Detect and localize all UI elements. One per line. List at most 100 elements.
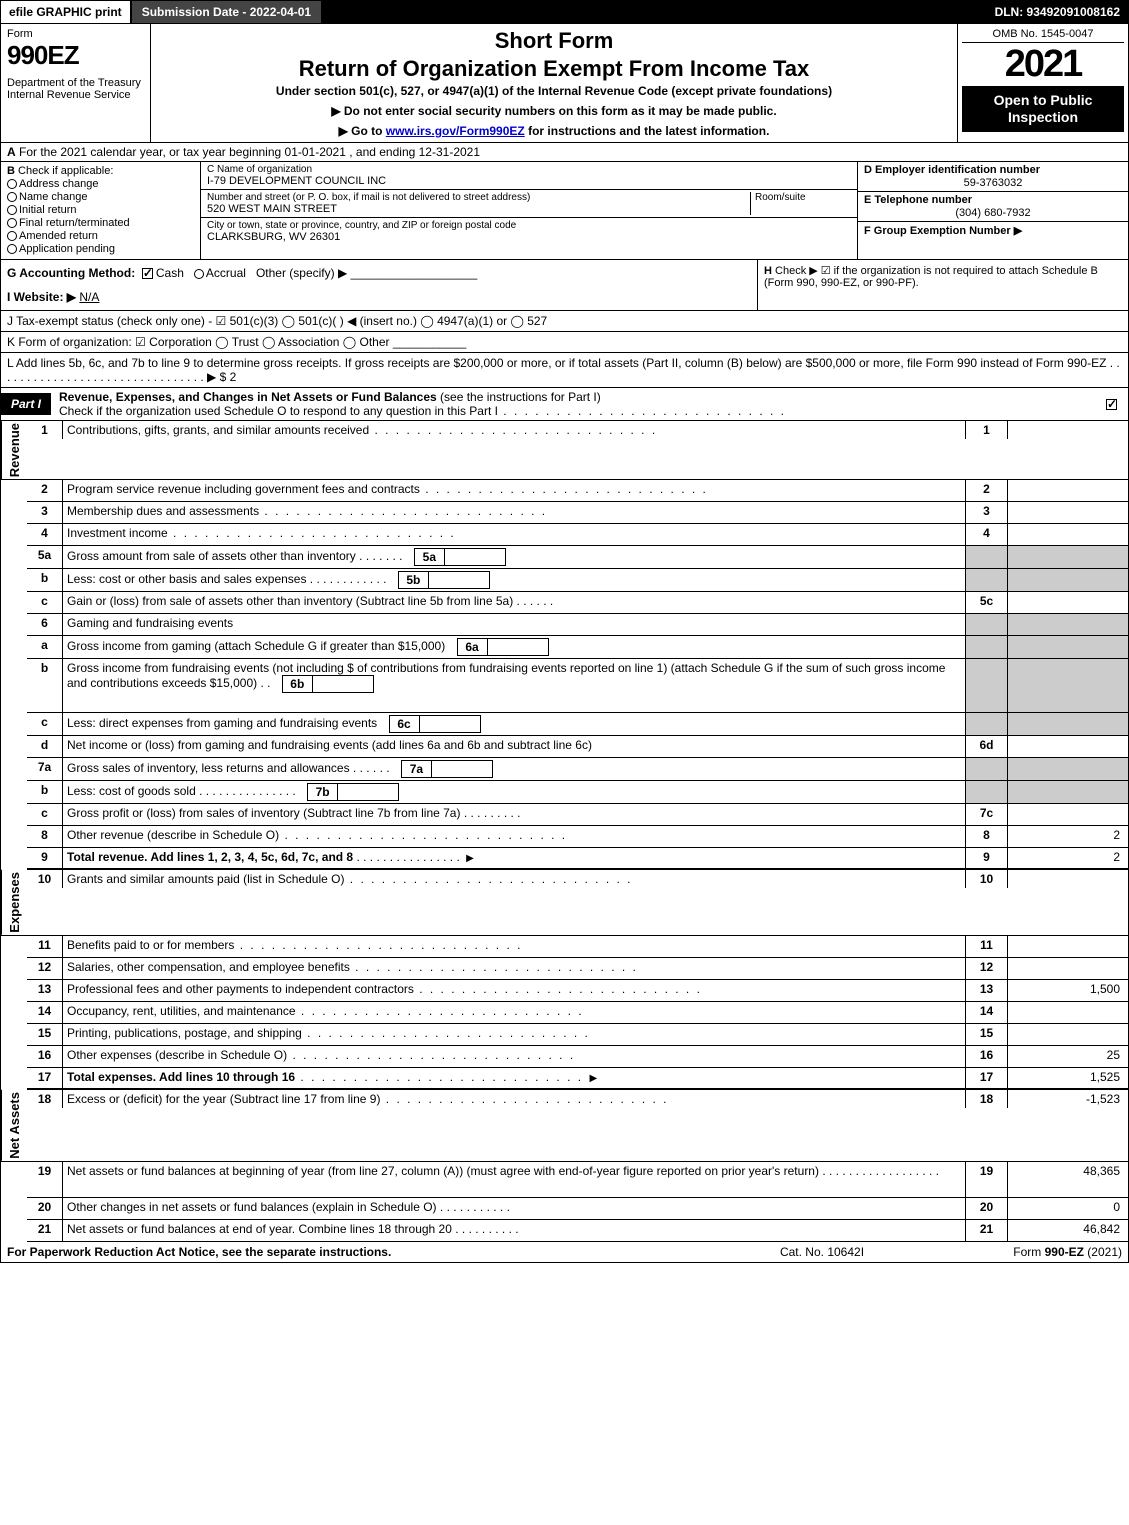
short-form-label: Short Form xyxy=(159,28,949,54)
line-20-desc: Other changes in net assets or fund bala… xyxy=(67,1200,437,1214)
line-3: 3Membership dues and assessments 3 xyxy=(27,502,1128,524)
line-6c-inner: 6c xyxy=(390,716,420,732)
col-c: C Name of organization I-79 DEVELOPMENT … xyxy=(201,162,858,260)
line-18-box: 18 xyxy=(966,1090,1008,1108)
g-cash: Cash xyxy=(156,266,184,280)
irs-link[interactable]: www.irs.gov/Form990EZ xyxy=(386,124,525,138)
row-gh: G Accounting Method: Cash Accrual Other … xyxy=(0,260,1129,311)
line-3-desc: Membership dues and assessments xyxy=(67,504,259,518)
line-16-box: 16 xyxy=(966,1046,1008,1067)
line-7c-amt xyxy=(1008,804,1128,825)
part1-note: (see the instructions for Part I) xyxy=(437,390,601,404)
line-2-amt xyxy=(1008,480,1128,501)
line-13-box: 13 xyxy=(966,980,1008,1001)
d-ein-label: D Employer identification number xyxy=(864,164,1040,176)
line-6d-box: 6d xyxy=(966,736,1008,757)
i-website-label: I Website: ▶ xyxy=(7,290,76,304)
tax-year: 2021 xyxy=(962,43,1124,86)
line-2-desc: Program service revenue including govern… xyxy=(67,482,420,496)
line-1-desc: Contributions, gifts, grants, and simila… xyxy=(67,423,369,437)
line-7c: cGross profit or (loss) from sales of in… xyxy=(27,804,1128,826)
chk-application-pending[interactable] xyxy=(7,244,17,254)
org-name: I-79 DEVELOPMENT COUNCIL INC xyxy=(207,175,851,187)
phone-value: (304) 680-7932 xyxy=(864,206,1122,219)
chk-cash[interactable] xyxy=(142,268,153,279)
line-13-desc: Professional fees and other payments to … xyxy=(67,982,414,996)
header-mid: Short Form Return of Organization Exempt… xyxy=(151,24,958,142)
line-16: 16 Other expenses (describe in Schedule O… xyxy=(27,1046,1128,1068)
line-7b-inner: 7b xyxy=(308,784,338,800)
line-11-amt xyxy=(1008,936,1128,957)
side-net-assets: Net Assets xyxy=(1,1090,27,1161)
part1-header: Part I Revenue, Expenses, and Changes in… xyxy=(0,388,1129,421)
i-website-value: N/A xyxy=(79,290,99,304)
bullet-2-post: for instructions and the latest informat… xyxy=(525,124,770,138)
bullet-1: ▶ Do not enter social security numbers o… xyxy=(159,104,949,118)
line-9-amt: 2 xyxy=(1008,848,1128,868)
line-5b-inner: 5b xyxy=(399,572,429,588)
line-8-box: 8 xyxy=(966,826,1008,847)
part1-tag: Part I xyxy=(1,393,51,415)
e-phone-label: E Telephone number xyxy=(864,194,972,206)
line-10-desc: Grants and similar amounts paid (list in… xyxy=(67,872,344,886)
line-5a-desc: Gross amount from sale of assets other t… xyxy=(67,549,356,563)
top-bar: efile GRAPHIC print Submission Date - 20… xyxy=(0,0,1129,24)
line-13-amt: 1,500 xyxy=(1008,980,1128,1001)
line-19-desc: Net assets or fund balances at beginning… xyxy=(67,1164,819,1178)
chk-address-change-label: Address change xyxy=(19,178,99,190)
row-a-text: For the 2021 calendar year, or tax year … xyxy=(19,145,480,159)
chk-address-change[interactable] xyxy=(7,179,17,189)
efile-print[interactable]: efile GRAPHIC print xyxy=(1,1,132,23)
line-7a: 7aGross sales of inventory, less returns… xyxy=(27,758,1128,781)
chk-amended-return[interactable] xyxy=(7,231,17,241)
line-6c: cLess: direct expenses from gaming and f… xyxy=(27,713,1128,736)
line-1-amt xyxy=(1008,421,1128,439)
chk-initial-return[interactable] xyxy=(7,205,17,215)
line-20-amt: 0 xyxy=(1008,1198,1128,1219)
form-word: Form xyxy=(7,28,144,40)
chk-name-change-label: Name change xyxy=(19,191,88,203)
line-7a-desc: Gross sales of inventory, less returns a… xyxy=(67,761,350,775)
line-6: 6Gaming and fundraising events xyxy=(27,614,1128,636)
line-17-box: 17 xyxy=(966,1068,1008,1088)
chk-accrual[interactable] xyxy=(194,269,204,279)
dln: DLN: 93492091008162 xyxy=(987,1,1128,23)
line-19: 19Net assets or fund balances at beginni… xyxy=(27,1162,1128,1198)
submission-date: Submission Date - 2022-04-01 xyxy=(132,1,323,23)
line-6a-desc: Gross income from gaming (attach Schedul… xyxy=(67,639,445,653)
line-16-desc: Other expenses (describe in Schedule O) xyxy=(67,1048,287,1062)
footer-right: Form 990-EZ (2021) xyxy=(922,1245,1122,1259)
line-19-amt: 48,365 xyxy=(1008,1162,1128,1197)
line-1: Revenue 1 Contributions, gifts, grants, … xyxy=(1,421,1128,480)
line-12-desc: Salaries, other compensation, and employ… xyxy=(67,960,350,974)
footer-center: Cat. No. 10642I xyxy=(722,1245,922,1259)
line-11: 11Benefits paid to or for members 11 xyxy=(27,936,1128,958)
g-accrual: Accrual xyxy=(206,266,246,280)
chk-final-return[interactable] xyxy=(7,218,17,228)
form-number: 990EZ xyxy=(7,40,144,71)
part1-title: Revenue, Expenses, and Changes in Net As… xyxy=(59,390,437,404)
line-18: Net Assets 18Excess or (deficit) for the… xyxy=(1,1090,1128,1162)
part1-checkbox[interactable] xyxy=(1106,399,1117,410)
line-5c: cGain or (loss) from sale of assets othe… xyxy=(27,592,1128,614)
line-5a-inner: 5a xyxy=(415,549,445,565)
ein-value: 59-3763032 xyxy=(864,176,1122,189)
page-footer: For Paperwork Reduction Act Notice, see … xyxy=(0,1242,1129,1263)
c-city-label: City or town, state or province, country… xyxy=(207,220,851,231)
line-4: 4Investment income 4 xyxy=(27,524,1128,546)
header-right: OMB No. 1545-0047 2021 Open to Public In… xyxy=(958,24,1128,142)
line-6b: bGross income from fundraising events (n… xyxy=(27,659,1128,713)
line-14-box: 14 xyxy=(966,1002,1008,1023)
side-revenue: Revenue xyxy=(1,421,27,479)
line-6c-desc: Less: direct expenses from gaming and fu… xyxy=(67,716,377,730)
room-suite-label: Room/suite xyxy=(751,192,851,215)
line-5b: bLess: cost or other basis and sales exp… xyxy=(27,569,1128,592)
chk-name-change[interactable] xyxy=(7,192,17,202)
line-14: 14Occupancy, rent, utilities, and mainte… xyxy=(27,1002,1128,1024)
c-name-label: C Name of organization xyxy=(207,164,851,175)
line-20: 20Other changes in net assets or fund ba… xyxy=(27,1198,1128,1220)
b-label: Check if applicable: xyxy=(18,165,113,177)
line-1-box: 1 xyxy=(966,421,1008,439)
line-21-desc: Net assets or fund balances at end of ye… xyxy=(67,1222,452,1236)
line-6a: aGross income from gaming (attach Schedu… xyxy=(27,636,1128,659)
